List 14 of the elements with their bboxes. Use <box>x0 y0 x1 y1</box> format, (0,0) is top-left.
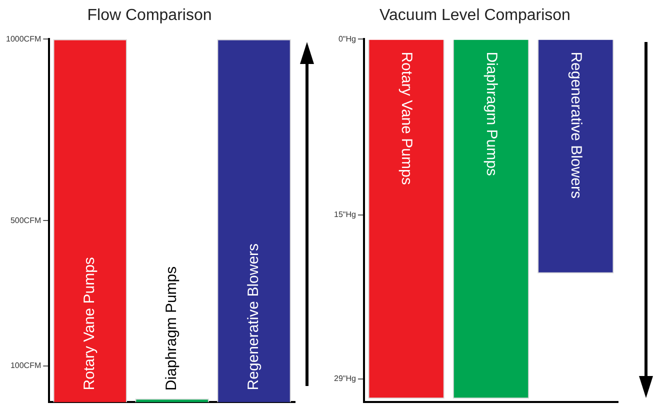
y-tick-label: 100CFM <box>10 361 42 370</box>
y-tick-label: 1000CFM <box>6 34 42 44</box>
category-label: Regenerative Blowers <box>568 52 585 198</box>
chart-title: Vacuum Level Comparison <box>380 7 570 24</box>
chart-title: Flow Comparison <box>87 7 212 24</box>
y-tick-label: 29"Hg <box>334 374 356 383</box>
y-tick-label: 500CFM <box>10 216 42 225</box>
category-label: Regenerative Blowers <box>245 243 262 390</box>
y-tick-label: 0"Hg <box>338 34 356 44</box>
category-label: Diaphragm Pumps <box>482 52 500 176</box>
category-label: Diaphragm Pumps <box>163 266 180 391</box>
category-label: Rotary Vane Pumps <box>398 52 416 185</box>
category-label: Rotary Vane Pumps <box>81 257 98 390</box>
y-tick-label: 15"Hg <box>334 210 356 220</box>
